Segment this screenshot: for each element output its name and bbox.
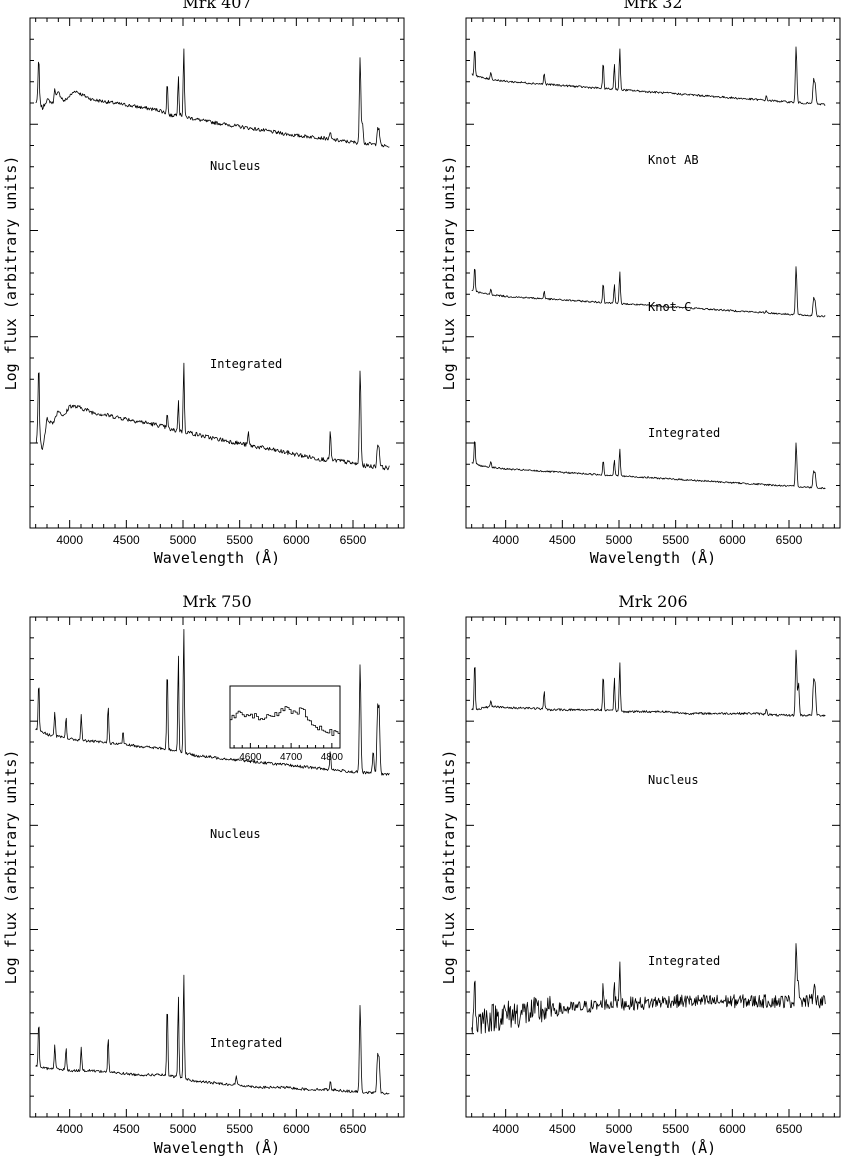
x-tick-label: 4000 <box>492 533 519 547</box>
x-tick-label: 4000 <box>492 1122 519 1136</box>
spectrum-line <box>35 629 390 776</box>
x-tick-label: 4500 <box>113 533 140 547</box>
spectrum-line <box>35 974 390 1095</box>
x-tick-label: 4000 <box>56 1122 83 1136</box>
inset-spectrum-line <box>230 706 341 736</box>
inset-x-tick-label: 4600 <box>239 752 262 763</box>
x-tick-label: 5000 <box>606 533 633 547</box>
x-tick-label: 6500 <box>340 1122 367 1136</box>
spectrum-line <box>471 441 826 490</box>
x-tick-label: 4500 <box>549 1122 576 1136</box>
panel-title: Mrk 407 <box>182 0 251 12</box>
spectrum-line <box>471 46 826 106</box>
spectrum-line <box>471 266 826 318</box>
series-label: Integrated <box>648 954 720 968</box>
x-tick-label: 4500 <box>113 1122 140 1136</box>
x-tick-label: 6500 <box>340 533 367 547</box>
x-tick-label: 4500 <box>549 533 576 547</box>
x-tick-label: 5000 <box>606 1122 633 1136</box>
series-label: Integrated <box>648 426 720 440</box>
spectrum-line <box>35 362 390 471</box>
inset-x-tick-label: 4700 <box>280 752 303 763</box>
series-label: Nucleus <box>648 773 699 787</box>
spectrum-line <box>471 943 826 1034</box>
x-tick-label: 6000 <box>283 1122 310 1136</box>
panel-title: Mrk 750 <box>182 592 251 611</box>
x-tick-label: 5500 <box>226 533 253 547</box>
x-axis-label: Wavelength (Å) <box>154 548 280 567</box>
inset-plot: 4600 4700 4800 <box>229 685 344 763</box>
spectrum-panel: Mrk 750 4000 4500 5000 5500 6000 6500 Wavelengt… <box>2 592 405 1157</box>
x-tick-label: 6000 <box>719 533 746 547</box>
spectrum-panel: Mrk 206 4000 4500 5000 5500 6000 6500 Wavelengt… <box>440 592 841 1157</box>
plot-frame <box>29 17 405 529</box>
y-axis-label: Log flux (arbitrary units) <box>440 750 458 985</box>
y-axis-label: Log flux (arbitrary units) <box>440 156 458 391</box>
x-tick-label: 5500 <box>226 1122 253 1136</box>
x-tick-label: 5500 <box>662 1122 689 1136</box>
spectrum-panel: Mrk 32 4000 4500 5000 5500 6000 6500 Wavelength… <box>440 0 841 567</box>
x-axis-label: Wavelength (Å) <box>590 1138 716 1157</box>
series-label: Nucleus <box>210 159 261 173</box>
plot-frame <box>465 17 841 529</box>
x-tick-label: 5000 <box>170 1122 197 1136</box>
series-label: Integrated <box>210 357 282 371</box>
x-axis-label: Wavelength (Å) <box>154 1138 280 1157</box>
spectrum-panel: Mrk 407 4000 4500 5000 5500 6000 6500 Wavelengt… <box>2 0 405 567</box>
series-label: Nucleus <box>210 827 261 841</box>
x-tick-label: 6000 <box>283 533 310 547</box>
y-axis-label: Log flux (arbitrary units) <box>2 750 20 985</box>
spectrum-line <box>35 48 390 148</box>
inset-frame <box>229 685 341 749</box>
x-tick-label: 6500 <box>776 1122 803 1136</box>
x-axis-label: Wavelength (Å) <box>590 548 716 567</box>
x-tick-label: 6500 <box>776 533 803 547</box>
spectrum-line <box>471 649 826 717</box>
x-tick-label: 4000 <box>56 533 83 547</box>
plot-frame <box>465 616 841 1118</box>
series-label: Integrated <box>210 1036 282 1050</box>
y-axis-label: Log flux (arbitrary units) <box>2 156 20 391</box>
series-label: Knot C <box>648 300 691 314</box>
x-tick-label: 5500 <box>662 533 689 547</box>
x-tick-label: 6000 <box>719 1122 746 1136</box>
x-tick-label: 5000 <box>170 533 197 547</box>
panel-title: Mrk 206 <box>618 592 687 611</box>
panel-title: Mrk 32 <box>623 0 682 12</box>
inset-x-tick-label: 4800 <box>321 752 344 763</box>
series-label: Knot AB <box>648 153 699 167</box>
